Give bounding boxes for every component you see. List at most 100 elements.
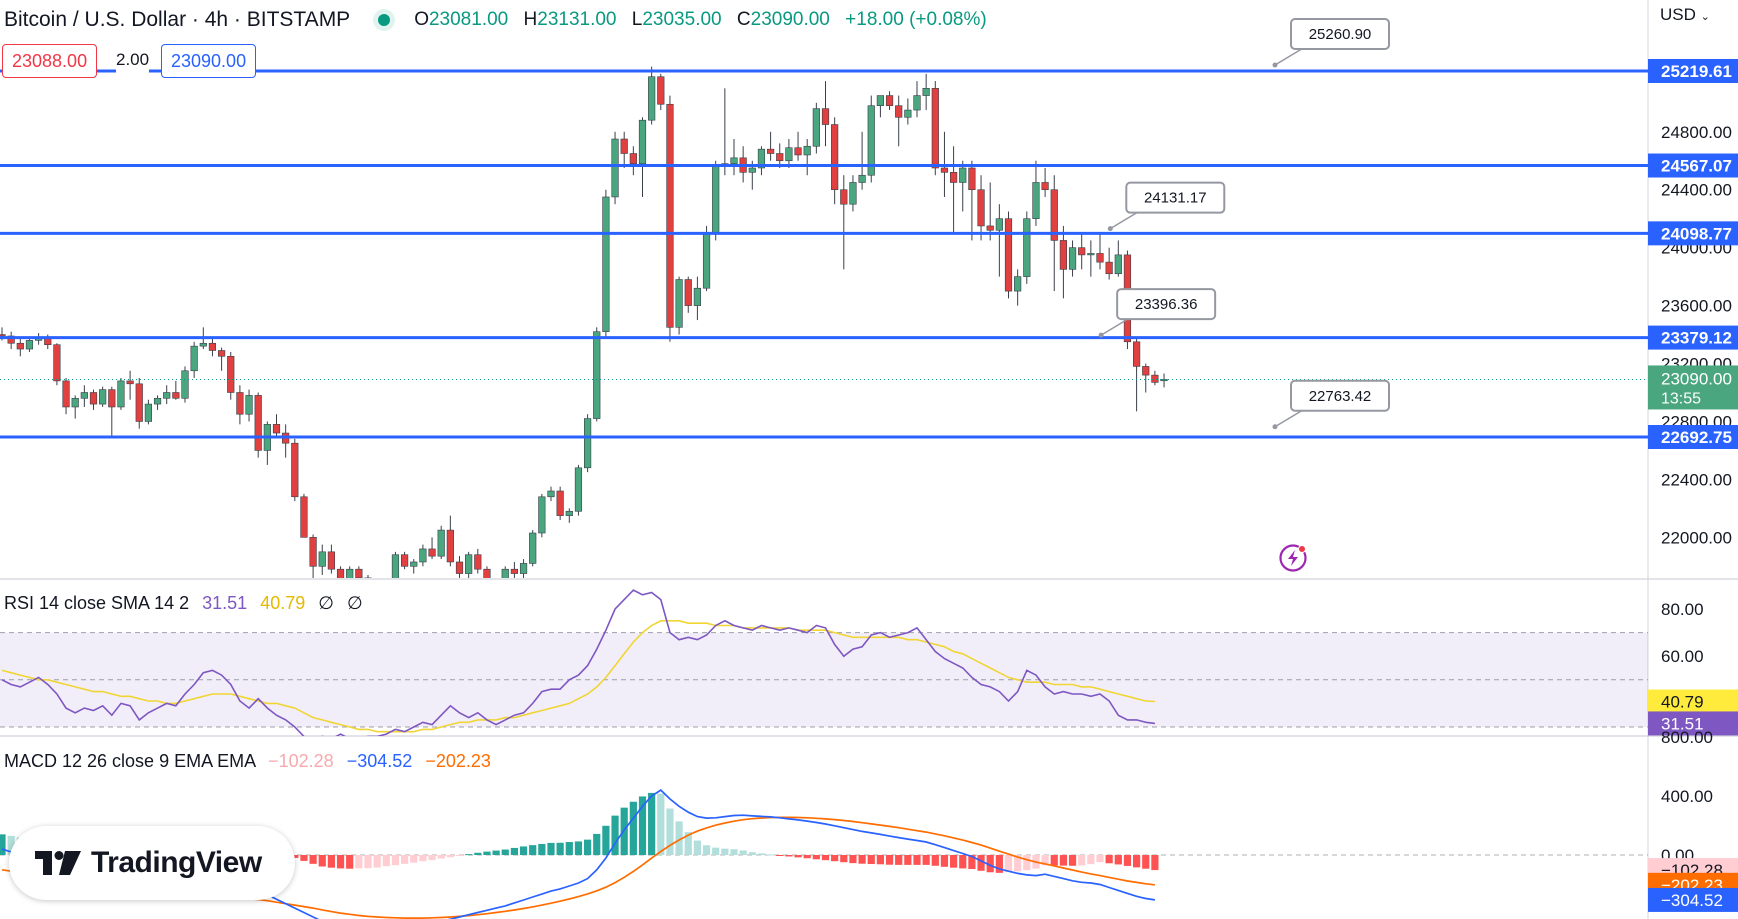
- candle-body: [190, 345, 198, 372]
- candle-body: [812, 108, 820, 147]
- macd-histogram-bar: [593, 833, 601, 855]
- macd-histogram-bar: [629, 801, 637, 855]
- level-price-label: 22692.75: [1661, 428, 1732, 447]
- candle-body: [547, 490, 555, 498]
- spread-value: 2.00: [116, 44, 150, 76]
- candle-body: [355, 568, 363, 578]
- buy-price-button[interactable]: 23090.00: [161, 44, 257, 78]
- high-label: H: [523, 9, 538, 30]
- macd-histogram-bar: [446, 855, 454, 858]
- macd-histogram-bar: [867, 855, 875, 864]
- macd-histogram-bar: [455, 855, 464, 856]
- candle-body: [144, 403, 153, 422]
- candle-body: [80, 392, 88, 399]
- candle-body: [483, 568, 491, 578]
- price-tick-label: 22000.00: [1661, 528, 1732, 547]
- candle-body: [904, 109, 912, 118]
- candle-body: [419, 548, 427, 563]
- candle-body: [1059, 240, 1067, 270]
- candle-body: [374, 588, 381, 595]
- candle-body: [163, 392, 171, 399]
- macd-histogram-bar: [730, 849, 738, 855]
- ohlc-readout: O23081.00 H23131.00 L23035.00 C23090.00 …: [414, 9, 997, 31]
- rsi-legend[interactable]: RSI 14 close SMA 14 2 31.51 40.79 ∅ ∅: [4, 593, 363, 614]
- candle-body: [108, 389, 116, 408]
- candle-body: [272, 424, 281, 434]
- price-tick-label: 22400.00: [1661, 470, 1732, 489]
- open-value: 23081.00: [428, 9, 509, 30]
- candle-body: [1068, 247, 1077, 270]
- candle-body: [437, 529, 445, 557]
- callout-anchor: [1107, 226, 1113, 232]
- candle-body: [455, 561, 464, 574]
- candle-body: [1032, 182, 1040, 219]
- macd-histogram-bar: [821, 855, 830, 861]
- level-price-label: 25219.61: [1661, 62, 1732, 81]
- macd-histogram-bar: [666, 808, 674, 855]
- candle-body: [1014, 276, 1022, 292]
- macd-histogram-bar: [968, 855, 976, 870]
- level-price-label: 23379.12: [1661, 329, 1732, 348]
- macd-histogram-bar: [767, 854, 775, 856]
- macd-histogram-bar: [611, 815, 619, 855]
- macd-line-value: −304.52: [346, 751, 413, 771]
- macd-histogram-bar: [465, 854, 473, 856]
- callout-anchor: [1098, 332, 1104, 338]
- candle-body: [803, 145, 811, 156]
- candle-body: [391, 554, 400, 578]
- candle-body: [940, 167, 949, 173]
- candle-body: [794, 147, 802, 156]
- candle-body: [995, 218, 1003, 231]
- macd-histogram-bar: [657, 793, 665, 855]
- rsi-band-lower-value: ∅: [346, 593, 363, 613]
- macd-histogram-bar: [391, 855, 400, 866]
- high-value: 23131.00: [537, 9, 617, 30]
- flash-icon[interactable]: [1278, 543, 1308, 573]
- market-status-icon[interactable]: [378, 14, 391, 26]
- tradingview-logo[interactable]: TradingView: [9, 826, 295, 900]
- callout-box: [1116, 288, 1217, 321]
- candle-body: [291, 442, 299, 498]
- macd-histogram-bar: [776, 855, 784, 856]
- candle-body: [99, 389, 107, 405]
- macd-histogram-bar: [1068, 855, 1077, 866]
- macd-legend[interactable]: MACD 12 26 close 9 EMA EMA −102.28 −304.…: [4, 751, 491, 772]
- symbol-title[interactable]: Bitcoin / U.S. Dollar · 4h · BITSTAMP: [4, 8, 351, 31]
- price-tick-label: 24400.00: [1661, 181, 1732, 200]
- candle-body: [565, 510, 573, 516]
- level-price-tag: [1648, 221, 1738, 246]
- candle-body: [730, 157, 738, 164]
- candle-body: [556, 490, 564, 516]
- macd-histogram-bar: [602, 825, 610, 855]
- candle-body: [611, 138, 619, 198]
- candle-body: [684, 279, 692, 306]
- macd-histogram-bar: [785, 855, 793, 857]
- macd-histogram-bar: [1087, 855, 1095, 865]
- candle-body: [519, 563, 528, 574]
- macd-histogram-bar: [474, 852, 482, 855]
- rsi-sma-line: [1, 620, 1155, 733]
- level-price-tag: [1648, 325, 1738, 350]
- callout-label: 22763.42: [1309, 388, 1372, 405]
- sell-price-button[interactable]: 23088.00: [2, 44, 98, 78]
- candles-group: [0, 66, 1168, 595]
- callout-box: [1290, 379, 1390, 412]
- candle-body: [0, 334, 6, 337]
- candle-body: [126, 380, 134, 385]
- candle-body: [858, 174, 866, 183]
- macd-histogram-bar: [812, 855, 820, 860]
- macd-histogram-bar: [931, 855, 939, 866]
- currency-selector[interactable]: USD ⌄: [1660, 5, 1710, 25]
- candle-body: [913, 95, 921, 111]
- candle-body: [71, 397, 79, 408]
- candle-body: [1105, 261, 1113, 275]
- candle-body: [1114, 254, 1122, 275]
- candle-body: [757, 148, 766, 169]
- macd-histogram-bar: [885, 855, 894, 865]
- candle-body: [245, 395, 253, 415]
- candle-body: [657, 76, 665, 105]
- candle-body: [236, 392, 244, 415]
- macd-histogram-bar: [895, 855, 903, 865]
- macd-histogram-bar: [428, 855, 436, 861]
